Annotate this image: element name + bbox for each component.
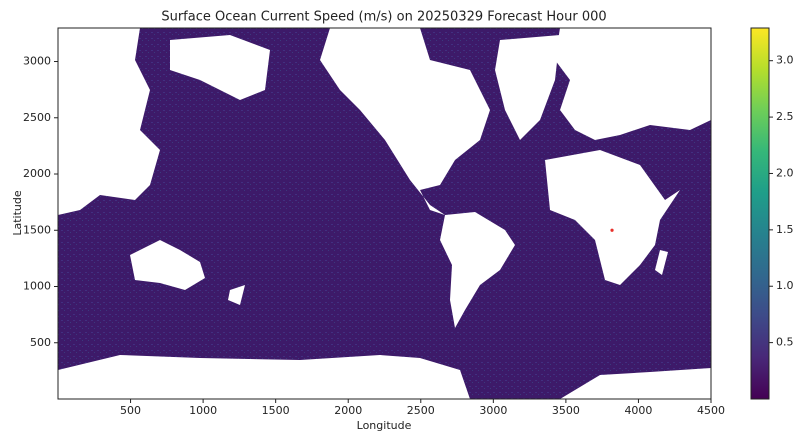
colorbar (750, 27, 770, 400)
colorbar-tick-label: 2.0 (776, 166, 794, 179)
x-tick-label: 1000 (189, 404, 217, 417)
x-axis-label: Longitude (357, 419, 412, 432)
colorbar-tick-label: 1.5 (776, 223, 794, 236)
y-tick-label: 1000 (23, 280, 51, 293)
chart-title: Surface Ocean Current Speed (m/s) on 202… (161, 10, 606, 25)
colorbar-tick-label: 0.5 (776, 336, 794, 349)
y-tick-label: 3000 (23, 55, 51, 68)
x-tick-label: 500 (120, 404, 141, 417)
y-tick-label: 2500 (23, 111, 51, 124)
y-axis-label: Latitude (11, 190, 24, 236)
x-tick-label: 4500 (697, 404, 725, 417)
y-tick-label: 1500 (23, 223, 51, 236)
plot-frame (57, 27, 712, 400)
y-tick-label: 2000 (23, 167, 51, 180)
colorbar-tick-label: 1.0 (776, 279, 794, 292)
x-tick-label: 3000 (479, 404, 507, 417)
x-tick-label: 4000 (624, 404, 652, 417)
map (58, 28, 711, 399)
x-tick-label: 1500 (262, 404, 290, 417)
colorbar-tick-label: 3.0 (776, 54, 794, 67)
point (610, 228, 614, 232)
colorbar-tick-label: 2.5 (776, 110, 794, 123)
x-tick-label: 2500 (407, 404, 435, 417)
x-tick-label: 3500 (552, 404, 580, 417)
x-tick-label: 2000 (334, 404, 362, 417)
land (58, 28, 711, 399)
y-tick-label: 500 (30, 336, 51, 349)
